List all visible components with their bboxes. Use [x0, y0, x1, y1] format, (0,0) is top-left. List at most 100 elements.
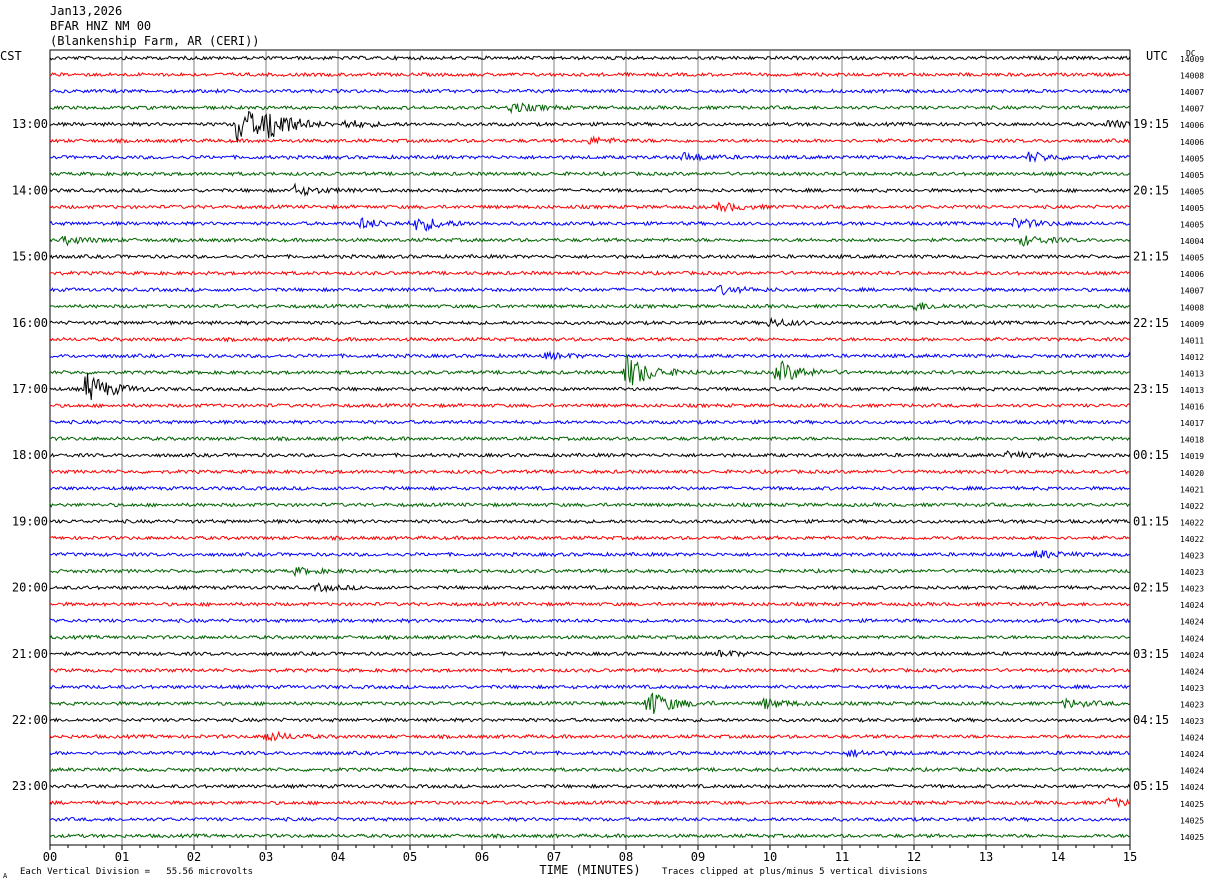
x-tick-label: 03: [259, 850, 273, 864]
dc-offset-label: 14025: [1180, 800, 1204, 809]
seismic-trace: [49, 601, 1131, 608]
seismic-trace: [49, 634, 1131, 641]
dc-offset-label: 14024: [1180, 667, 1204, 676]
dc-offset-label: 14008: [1180, 72, 1204, 81]
seismic-trace: [49, 135, 1131, 145]
right-hour-label: 21:15: [1133, 250, 1169, 264]
left-hour-label: 15:00: [12, 250, 48, 264]
dc-offset-label: 14005: [1180, 154, 1204, 163]
seismic-trace: [49, 182, 1131, 197]
x-tick-label: 15: [1123, 850, 1137, 864]
plot-frame: [49, 49, 1131, 846]
left-hour-label: 20:00: [12, 581, 48, 595]
dc-offset-label: 14020: [1180, 469, 1204, 478]
seismic-trace: [49, 796, 1131, 809]
dc-offset-label: 14023: [1180, 585, 1204, 594]
left-hour-label: 13:00: [12, 117, 48, 131]
station-location: (Blankenship Farm, AR (CERI)): [50, 34, 260, 48]
dc-offset-label: 14005: [1180, 204, 1204, 213]
dc-offset-label: 14012: [1180, 353, 1204, 362]
seismic-trace: [49, 419, 1131, 426]
dc-offset-label: 14024: [1180, 750, 1204, 759]
seismic-trace: [49, 151, 1131, 163]
right-hour-label: 00:15: [1133, 448, 1169, 462]
dc-offset-label: 14007: [1180, 287, 1204, 296]
seismic-trace: [49, 88, 1131, 94]
right-hour-label: 05:15: [1133, 779, 1169, 793]
seismic-trace: [49, 336, 1131, 343]
dc-offset-label: 14018: [1180, 436, 1204, 445]
dc-offset-label: 14023: [1180, 552, 1204, 561]
x-tick-label: 10: [763, 850, 777, 864]
x-tick-label: 09: [691, 850, 705, 864]
seismic-trace: [49, 235, 1131, 247]
right-hour-label: 01:15: [1133, 514, 1169, 528]
dc-offset-label: 14017: [1180, 419, 1204, 428]
dc-offset-label: 14025: [1180, 816, 1204, 825]
x-tick-label: 13: [979, 850, 993, 864]
dc-offset-label: 14024: [1180, 651, 1204, 660]
dc-offset-label: 14023: [1180, 717, 1204, 726]
seismic-trace: [49, 253, 1131, 260]
clip-note: Traces clipped at plus/minus 5 vertical …: [662, 867, 928, 877]
x-tick-label: 02: [187, 850, 201, 864]
seismic-trace: [49, 730, 1131, 742]
right-hour-label: 03:15: [1133, 647, 1169, 661]
seismic-trace: [49, 450, 1131, 459]
dc-offset-label: 14004: [1180, 237, 1204, 246]
seismic-trace: [49, 302, 1131, 312]
dc-offset-label: 14024: [1180, 734, 1204, 743]
seismic-trace: [49, 501, 1131, 508]
seismic-trace: [49, 683, 1131, 690]
dc-offset-label: 14007: [1180, 88, 1204, 97]
seismic-trace: [49, 353, 1131, 386]
dc-offset-label: 14019: [1180, 452, 1204, 461]
x-axis-label: TIME (MINUTES): [539, 863, 640, 877]
dc-offset-label: 14024: [1180, 783, 1204, 792]
dc-offset-label: 14013: [1180, 386, 1204, 395]
dc-offset-label: 14024: [1180, 618, 1204, 627]
scale-note: Each Vertical Division = 55.56 microvolt…: [20, 867, 253, 877]
left-hour-label: 19:00: [12, 514, 48, 528]
seismic-trace: [49, 402, 1131, 409]
seismic-trace: [49, 766, 1131, 773]
seismic-trace: [49, 832, 1131, 839]
dc-offset-label: 14006: [1180, 270, 1204, 279]
dc-offset-label: 14025: [1180, 833, 1204, 842]
left-hour-label: 16:00: [12, 316, 48, 330]
seismic-trace: [49, 617, 1131, 624]
seismic-trace: [49, 550, 1131, 559]
right-timezone-label: UTC: [1146, 49, 1168, 63]
dc-offset-label: 14007: [1180, 105, 1204, 114]
dc-offset-label: 14024: [1180, 634, 1204, 643]
seismic-trace: [49, 783, 1131, 790]
left-hour-label: 23:00: [12, 779, 48, 793]
seismic-trace: [49, 566, 1131, 578]
dc-offset-label: 14008: [1180, 303, 1204, 312]
seismic-trace: [49, 102, 1131, 115]
dc-offset-label: 14023: [1180, 568, 1204, 577]
left-hour-label: 21:00: [12, 647, 48, 661]
dc-offset-label: 14022: [1180, 502, 1204, 511]
corner-mark: A: [3, 872, 8, 880]
x-tick-label: 11: [835, 850, 849, 864]
seismic-trace: [49, 373, 1131, 401]
dc-offset-label: 14009: [1180, 55, 1204, 64]
left-hour-label: 18:00: [12, 448, 48, 462]
seismic-trace: [49, 717, 1131, 724]
x-tick-label: 00: [43, 850, 57, 864]
station-code: BFAR HNZ NM 00: [50, 19, 152, 33]
right-hour-label: 20:15: [1133, 183, 1169, 197]
dc-header-label: DC: [1186, 49, 1196, 58]
x-tick-label: 07: [547, 850, 561, 864]
seismic-trace: [49, 816, 1131, 823]
left-hour-label: 17:00: [12, 382, 48, 396]
dc-offset-label: 14023: [1180, 700, 1204, 709]
plot-date: Jan13,2026: [50, 4, 123, 18]
dc-offset-label: 14022: [1180, 535, 1204, 544]
x-tick-label: 04: [331, 850, 345, 864]
seismic-trace: [49, 468, 1131, 475]
seismic-trace: [49, 269, 1131, 277]
dc-offset-label: 14006: [1180, 121, 1204, 130]
